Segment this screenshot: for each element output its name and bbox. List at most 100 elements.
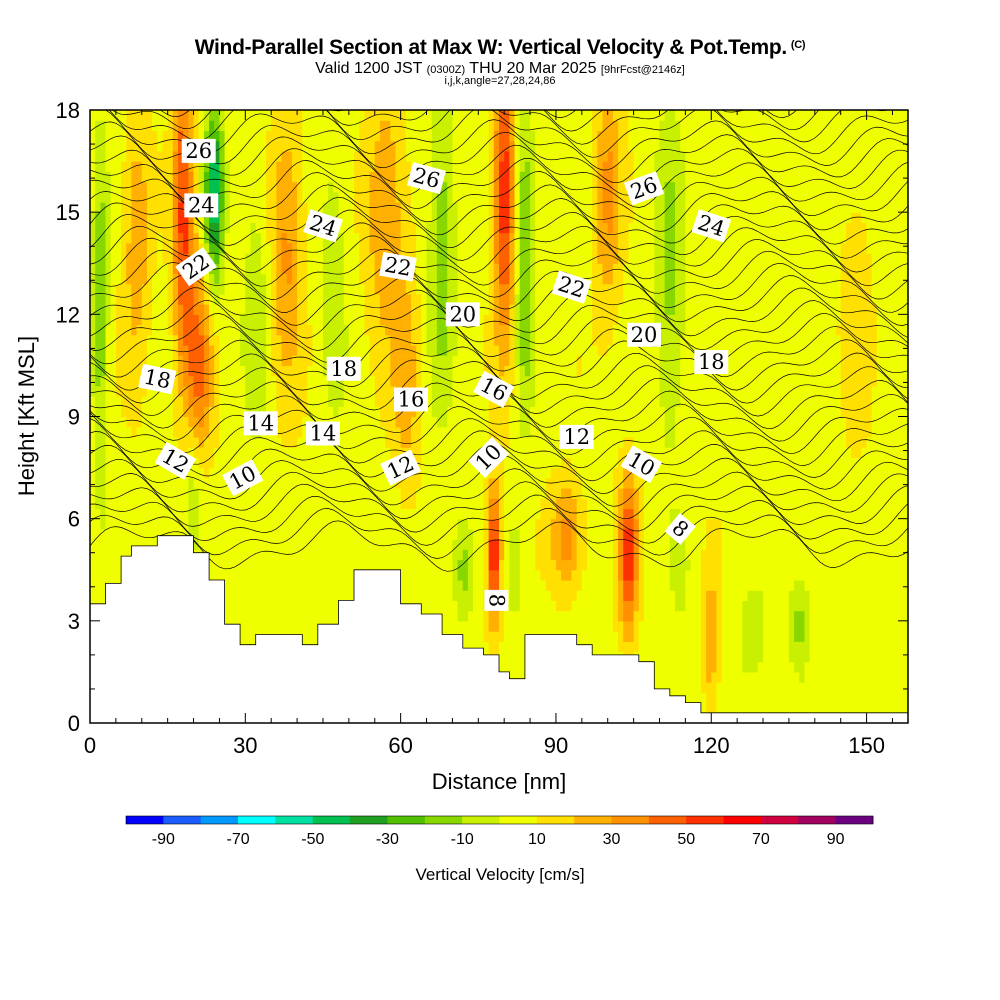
velocity-cell [509,426,516,438]
velocity-cell [338,212,345,223]
velocity-cell [343,579,350,591]
velocity-cell [478,620,485,632]
velocity-cell [219,120,226,132]
velocity-cell [405,426,412,438]
velocity-cell [183,385,189,397]
velocity-cell [390,416,397,428]
velocity-cell [224,539,231,550]
velocity-cell [374,222,381,234]
velocity-cell [400,161,407,172]
velocity-cell [322,201,329,213]
velocity-cell [307,620,314,632]
velocity-cell [442,559,448,571]
velocity-cell [317,590,324,601]
velocity-cell [167,508,174,520]
velocity-cell [405,518,412,530]
velocity-cell [379,375,386,387]
velocity-cell [343,130,350,142]
velocity-cell [447,130,454,142]
velocity-cell [364,549,371,561]
velocity-cell [224,436,231,448]
velocity-cell [224,590,231,601]
velocity-cell [431,385,438,397]
velocity-cell [255,365,262,377]
velocity-cell [483,508,490,520]
velocity-cell [271,253,277,264]
velocity-cell [447,150,454,162]
velocity-cell [436,232,443,244]
velocity-cell [209,518,215,530]
velocity-cell [260,120,267,132]
velocity-cell [328,375,334,387]
velocity-cell [136,161,143,172]
velocity-cell [457,467,464,479]
velocity-cell [297,365,303,377]
velocity-cell [167,150,174,162]
velocity-cell [219,171,226,183]
velocity-cell [400,110,407,121]
velocity-cell [131,467,138,479]
velocity-cell [488,620,495,632]
velocity-cell [343,416,350,428]
velocity-cell [266,600,272,612]
velocity-cell [462,477,469,489]
velocity-cell [157,150,164,162]
velocity-cell [115,344,122,356]
velocity-cell [136,416,143,428]
velocity-cell [136,365,143,377]
velocity-cell [276,304,283,315]
velocity-cell [385,120,391,132]
velocity-cell [447,426,454,438]
velocity-cell [416,477,422,489]
velocity-cell [172,528,179,540]
velocity-cell [183,222,189,234]
velocity-cell [115,569,122,581]
velocity-cell [416,569,422,581]
velocity-cell [333,579,340,591]
velocity-cell [499,171,505,183]
velocity-cell [276,426,283,438]
velocity-cell [348,344,355,356]
velocity-cell [291,304,298,315]
velocity-cell [193,477,200,489]
velocity-cell [385,242,391,254]
velocity-cell [343,181,350,193]
velocity-cell [281,344,288,356]
velocity-cell [276,212,283,223]
velocity-cell [302,191,309,203]
velocity-cell [452,508,459,520]
velocity-cell [338,498,345,510]
velocity-cell [328,590,334,601]
velocity-cell [436,457,443,469]
velocity-cell [178,416,184,428]
velocity-cell [260,508,267,520]
velocity-cell [260,304,267,315]
velocity-cell [354,498,360,510]
velocity-cell [297,569,303,581]
velocity-cell [322,610,329,622]
velocity-cell [193,365,200,377]
velocity-cell [152,232,158,244]
velocity-cell [483,344,490,356]
velocity-cell [100,375,107,387]
velocity-cell [473,528,479,540]
velocity-cell [183,396,189,407]
velocity-cell [395,201,402,213]
velocity-cell [483,150,490,162]
velocity-cell [234,181,241,193]
velocity-cell [457,385,464,397]
velocity-cell [452,344,459,356]
velocity-cell [338,253,345,264]
velocity-cell [488,488,495,499]
velocity-cell [110,436,117,448]
velocity-cell [328,140,334,152]
velocity-cell [312,385,319,397]
velocity-cell [364,477,371,489]
velocity-cell [229,436,236,448]
velocity-cell [478,508,485,520]
velocity-cell [504,130,510,142]
velocity-cell [245,447,252,458]
velocity-cell [146,426,153,438]
velocity-cell [499,631,505,642]
velocity-cell [421,140,428,152]
